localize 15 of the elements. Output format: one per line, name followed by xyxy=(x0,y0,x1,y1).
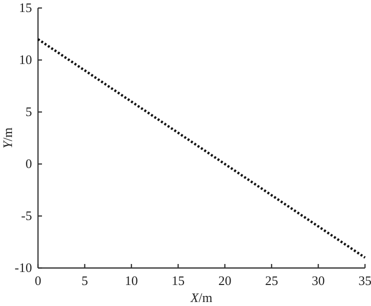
y-axis-title: Y/m xyxy=(0,128,15,148)
y-tick-label: -10 xyxy=(14,260,32,276)
y-tick-label: 10 xyxy=(19,52,32,68)
y-tick-label: -5 xyxy=(21,208,32,224)
x-tick-label: 20 xyxy=(218,273,232,288)
x-tick-label: 25 xyxy=(265,273,278,288)
x-tick-label: 15 xyxy=(172,273,185,288)
x-tick-label: 35 xyxy=(358,273,371,288)
y-tick-label: 15 xyxy=(19,0,32,16)
x-tick-label: 5 xyxy=(81,273,88,288)
x-axis-title: X/m xyxy=(190,290,212,305)
y-tick-label: 0 xyxy=(26,156,32,172)
x-tick-label: 30 xyxy=(312,273,325,288)
x-tick-label: 10 xyxy=(124,273,138,288)
y-tick-label: 5 xyxy=(26,104,32,120)
